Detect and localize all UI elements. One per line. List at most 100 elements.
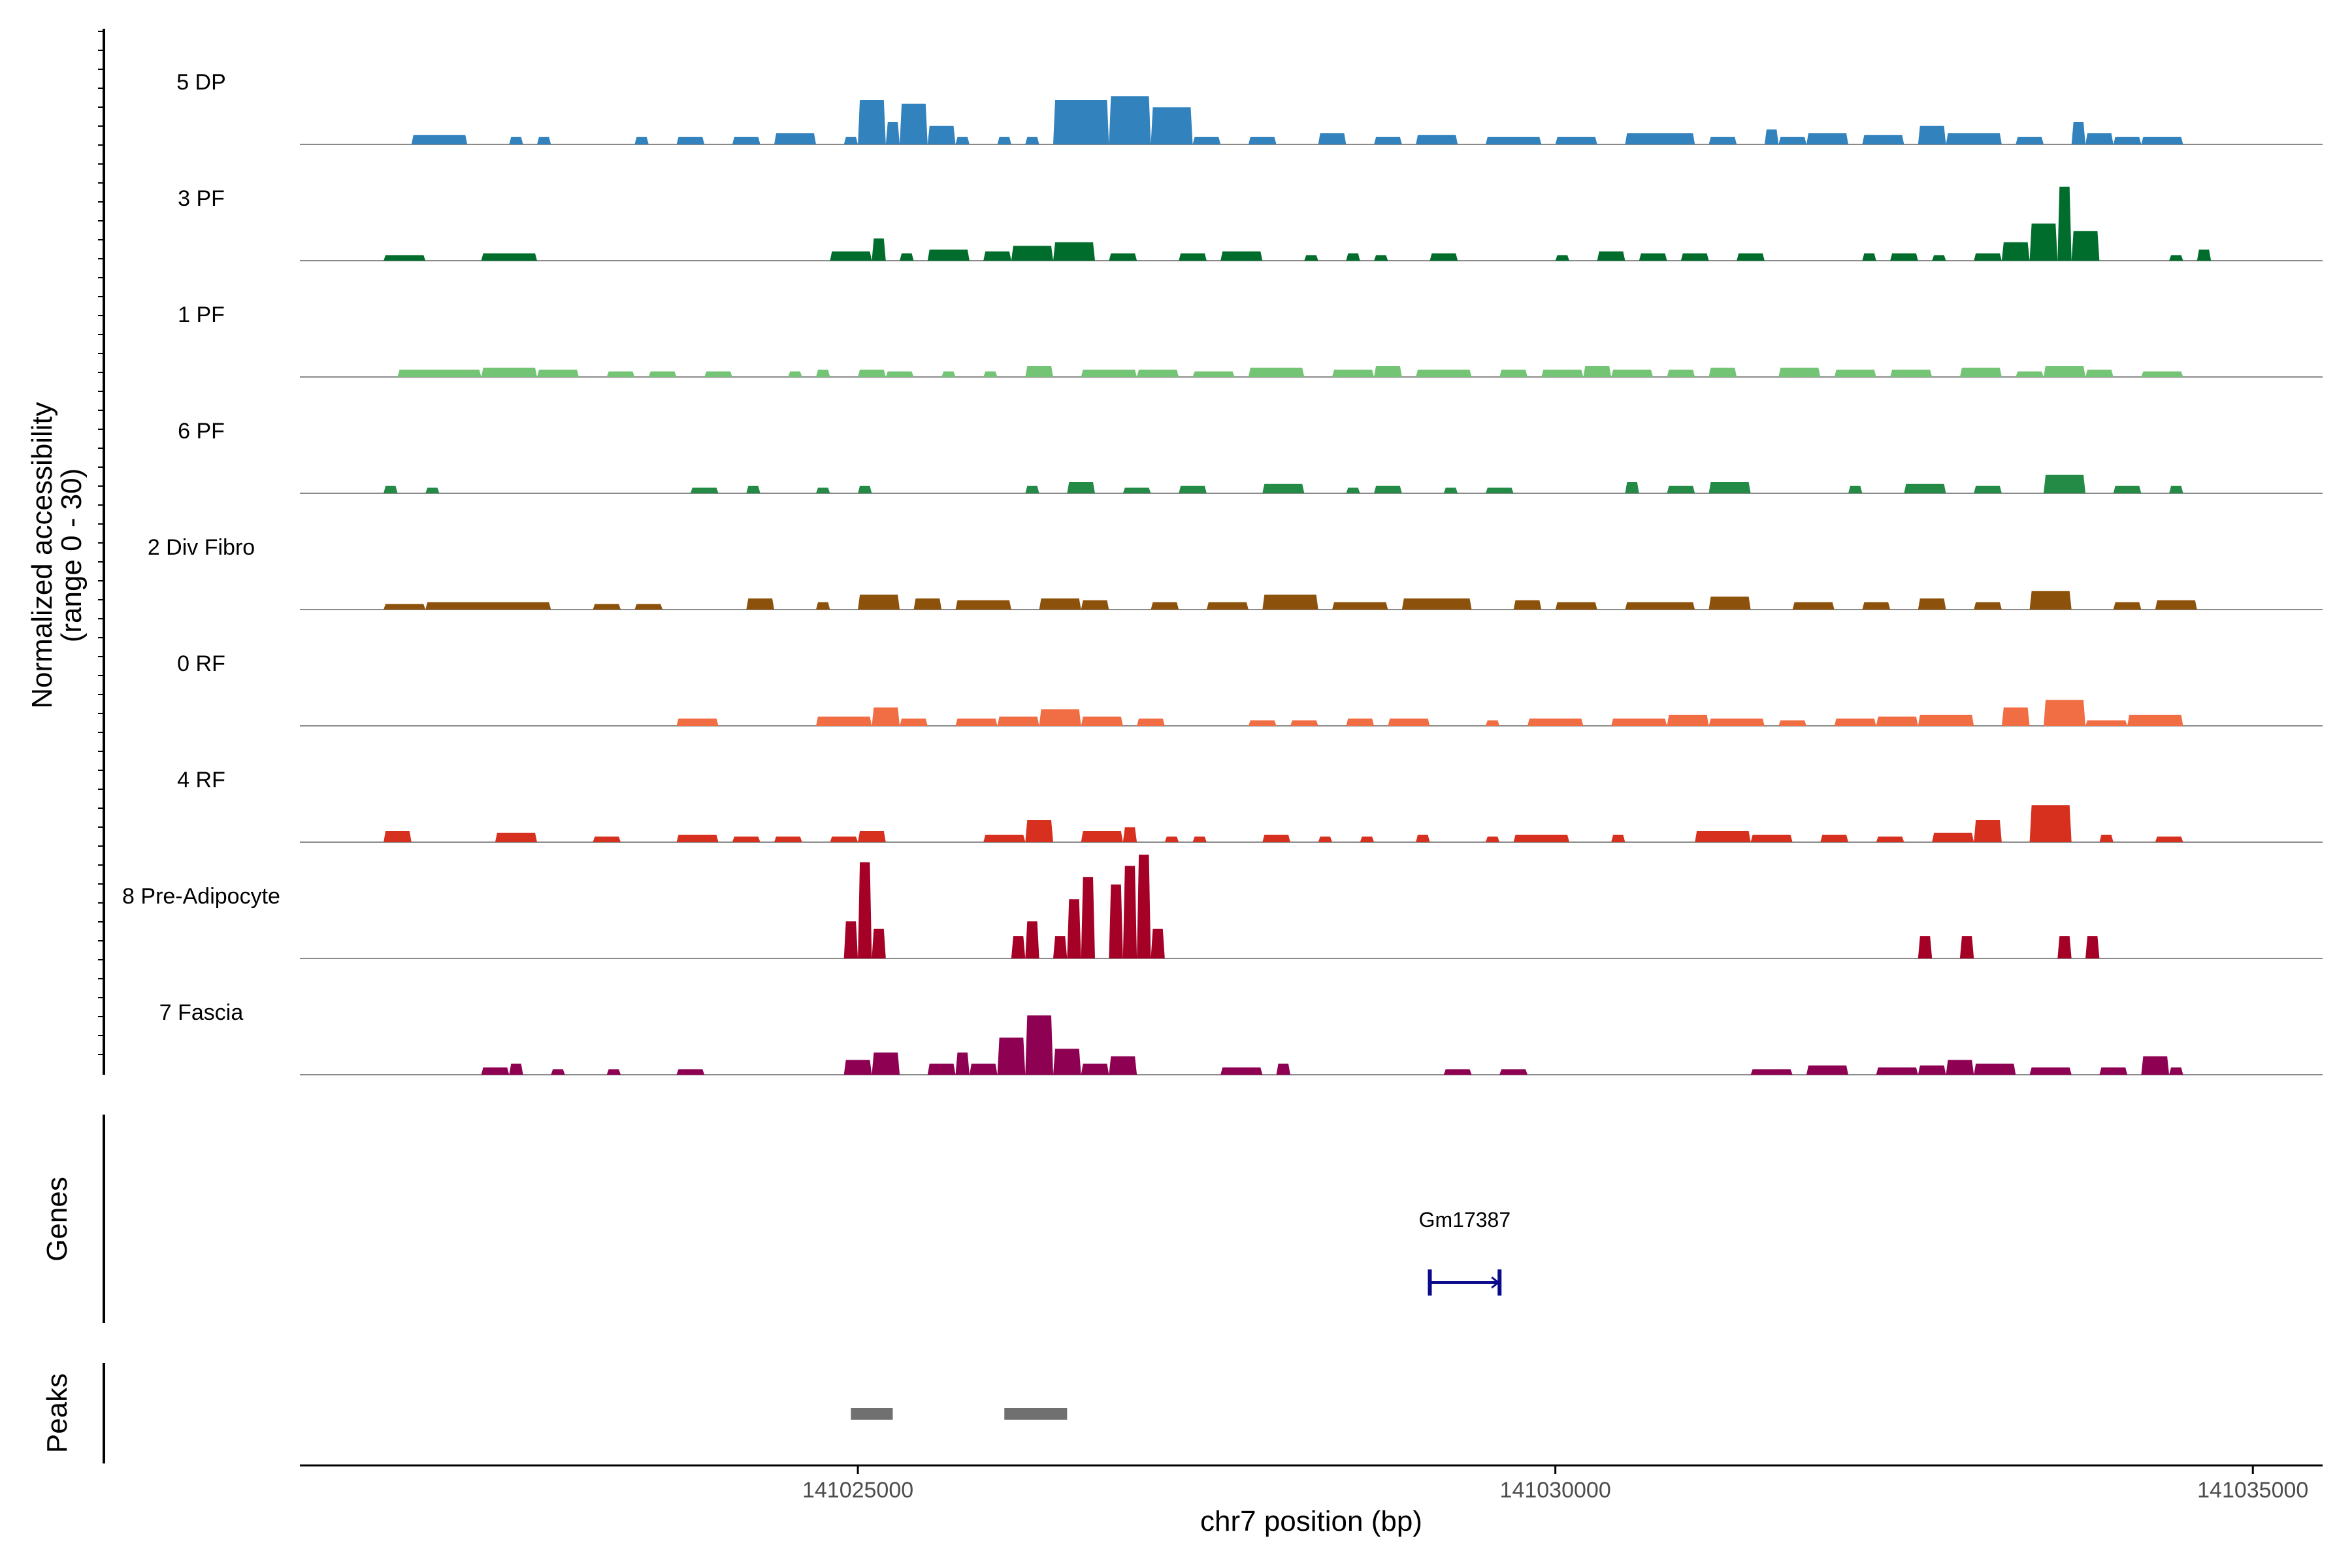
coverage-segment: [1443, 487, 1458, 493]
coverage-segment: [858, 595, 900, 610]
coverage-segment: [1151, 107, 1193, 144]
coverage-segment: [1304, 255, 1318, 261]
coverage-segment: [830, 836, 858, 842]
coverage-segment: [1499, 1069, 1527, 1075]
coverage-segment: [481, 1067, 510, 1075]
track-8-pre-adipocyte: 8 Pre-Adipocyte: [122, 855, 2323, 959]
coverage-segment: [1890, 253, 1918, 261]
coverage-segment: [1025, 137, 1039, 144]
coverage-segment: [1513, 834, 1569, 842]
coverage-segment: [648, 371, 677, 377]
coverage-segment: [997, 716, 1039, 726]
coverage-segment: [1290, 720, 1318, 726]
track-label: 4 RF: [177, 768, 225, 792]
coverage-segment: [1443, 1069, 1472, 1075]
coverage-segment: [2169, 255, 2183, 261]
coverage-segment: [2169, 1067, 2183, 1075]
track-label: 7 Fascia: [159, 1000, 244, 1025]
coverage-segment: [495, 832, 537, 842]
coverage-segment: [843, 921, 858, 958]
coverage-segment: [816, 716, 872, 726]
coverage-segment: [1862, 135, 1904, 144]
coverage-segment: [1834, 718, 1876, 726]
track-label: 6 PF: [178, 419, 225, 444]
coverage-segment: [1374, 137, 1402, 144]
coverage-segment: [1416, 834, 1430, 842]
coverage-segment: [2016, 137, 2044, 144]
coverage-segment: [425, 487, 440, 493]
coverage-segment: [941, 371, 956, 377]
coverage-segment: [1179, 253, 1207, 261]
coverage-axis-title-line2: (range 0 - 30): [56, 468, 88, 643]
coverage-segment: [2029, 805, 2072, 842]
coverage-segment: [1109, 1056, 1137, 1075]
coverage-segment: [411, 135, 468, 144]
coverage-segment: [509, 1064, 523, 1075]
coverage-segment: [872, 707, 900, 726]
gene-strand-arrow: [1491, 1276, 1500, 1289]
track-5-dp: 5 DP: [176, 70, 2323, 145]
coverage-segment: [2001, 707, 2030, 726]
coverage-segment: [900, 253, 914, 261]
coverage-segment: [2113, 137, 2142, 144]
peak: [851, 1408, 893, 1420]
coverage-segment: [997, 137, 1011, 144]
coverage-segment: [1067, 482, 1095, 493]
coverage-segment: [1876, 836, 1904, 842]
coverage-segment: [676, 718, 719, 726]
coverage-segment: [1053, 242, 1095, 261]
coverage-segment: [1374, 255, 1388, 261]
coverage-segment: [1025, 366, 1053, 377]
coverage-segment: [634, 137, 649, 144]
coverage-segment: [1778, 137, 1806, 144]
coverage-segment: [1555, 602, 1597, 610]
peaks-track: [851, 1408, 1068, 1420]
coverage-segment: [1011, 246, 1053, 261]
coverage-segment: [1904, 483, 1946, 493]
coverage-segment: [1109, 884, 1123, 958]
coverage-segment: [1918, 1065, 1946, 1075]
coverage-segment: [872, 238, 886, 261]
coverage-segment: [2085, 369, 2114, 377]
coverage-segment: [1708, 367, 1737, 377]
x-axis-title: chr7 position (bp): [1200, 1505, 1422, 1537]
track-label: 3 PF: [178, 186, 225, 211]
coverage-segment: [1262, 483, 1305, 493]
coverage-segment: [1374, 366, 1402, 377]
coverage-segment: [969, 1064, 998, 1075]
coverage-segment: [1248, 137, 1277, 144]
coverage-segment: [2044, 474, 2085, 493]
coverage-segment: [1974, 602, 2002, 610]
coverage-segment: [690, 487, 719, 493]
track-7-fascia: 7 Fascia: [159, 1000, 2323, 1075]
coverage-segment: [885, 371, 914, 377]
coverage-segment: [1611, 369, 1654, 377]
coverage-segment: [997, 1037, 1026, 1075]
coverage-segment: [1959, 367, 2002, 377]
coverage-segment: [927, 125, 956, 144]
track-2-div-fibro: 2 Div Fibro: [148, 535, 2323, 610]
coverage-segment: [1374, 485, 1402, 493]
coverage-segment: [1974, 253, 2002, 261]
coverage-segment: [676, 834, 719, 842]
coverage-segment: [1708, 718, 1765, 726]
coverage-segment: [593, 836, 621, 842]
coverage-segment: [1164, 836, 1179, 842]
coverage-segment: [481, 253, 537, 261]
coverage-segment: [774, 133, 816, 144]
coverage-segment: [1318, 133, 1347, 144]
coverage-segment: [1583, 366, 1612, 377]
coverage-segment: [676, 137, 705, 144]
genes-track: Gm17387: [1419, 1208, 1511, 1296]
coverage-segment: [1053, 1049, 1081, 1075]
coverage-segment: [1974, 1064, 2016, 1075]
coverage-segment: [1401, 598, 1472, 610]
coverage-segment: [1318, 836, 1332, 842]
coverage-segment: [1485, 720, 1500, 726]
coverage-segment: [2141, 137, 2183, 144]
coverage-segment: [955, 718, 998, 726]
coverage-segment: [1151, 602, 1179, 610]
coverage-segment: [1708, 137, 1737, 144]
coverage-segment: [746, 598, 774, 610]
coverage-segment: [1667, 369, 1695, 377]
